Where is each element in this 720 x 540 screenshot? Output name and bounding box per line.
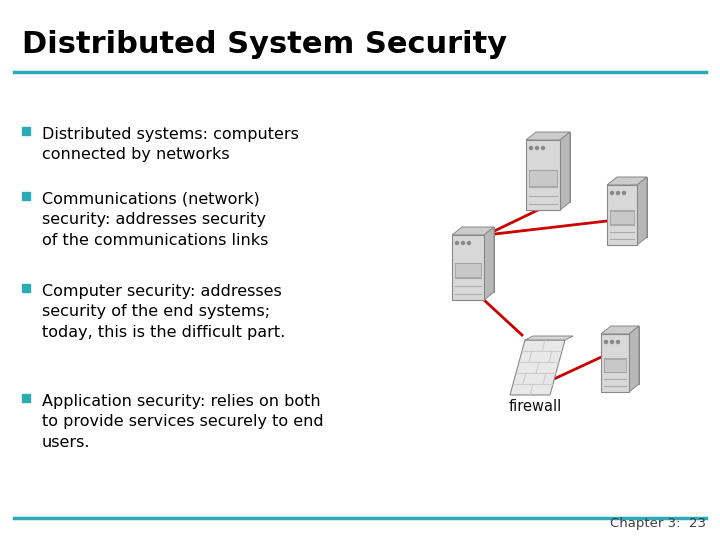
Text: Application security: relies on both
to provide services securely to end
users.: Application security: relies on both to …	[42, 394, 323, 450]
Text: Communications (network)
security: addresses security
of the communications link: Communications (network) security: addre…	[42, 192, 269, 248]
FancyBboxPatch shape	[529, 170, 557, 186]
Polygon shape	[617, 177, 647, 237]
Polygon shape	[525, 336, 573, 340]
Polygon shape	[452, 227, 494, 235]
Text: Distributed systems: computers
connected by networks: Distributed systems: computers connected…	[42, 127, 299, 163]
Circle shape	[616, 341, 619, 343]
Circle shape	[541, 146, 544, 150]
Polygon shape	[526, 132, 570, 140]
Polygon shape	[484, 227, 494, 300]
FancyBboxPatch shape	[22, 192, 30, 200]
Polygon shape	[536, 132, 570, 202]
Polygon shape	[462, 227, 494, 292]
Circle shape	[529, 146, 533, 150]
Circle shape	[611, 341, 613, 343]
FancyBboxPatch shape	[601, 334, 629, 392]
FancyBboxPatch shape	[455, 263, 481, 277]
FancyBboxPatch shape	[607, 185, 637, 245]
FancyBboxPatch shape	[604, 359, 626, 372]
Polygon shape	[611, 326, 639, 384]
Circle shape	[623, 192, 626, 194]
FancyBboxPatch shape	[22, 284, 30, 292]
Polygon shape	[601, 326, 639, 334]
Circle shape	[462, 241, 464, 245]
FancyBboxPatch shape	[452, 235, 484, 300]
Polygon shape	[607, 177, 647, 185]
FancyBboxPatch shape	[22, 127, 30, 135]
Circle shape	[536, 146, 539, 150]
Polygon shape	[510, 340, 565, 395]
Polygon shape	[637, 177, 647, 245]
Text: Distributed System Security: Distributed System Security	[22, 30, 507, 59]
Text: firewall: firewall	[508, 399, 562, 414]
Circle shape	[616, 192, 619, 194]
Circle shape	[605, 341, 608, 343]
Text: Computer security: addresses
security of the end systems;
today, this is the dif: Computer security: addresses security of…	[42, 284, 285, 340]
FancyBboxPatch shape	[22, 394, 30, 402]
Circle shape	[456, 241, 459, 245]
Polygon shape	[629, 326, 639, 392]
FancyBboxPatch shape	[610, 211, 634, 224]
Circle shape	[611, 192, 613, 194]
Polygon shape	[560, 132, 570, 210]
Text: Chapter 3:  23: Chapter 3: 23	[610, 517, 706, 530]
FancyBboxPatch shape	[526, 140, 560, 210]
Circle shape	[467, 241, 470, 245]
